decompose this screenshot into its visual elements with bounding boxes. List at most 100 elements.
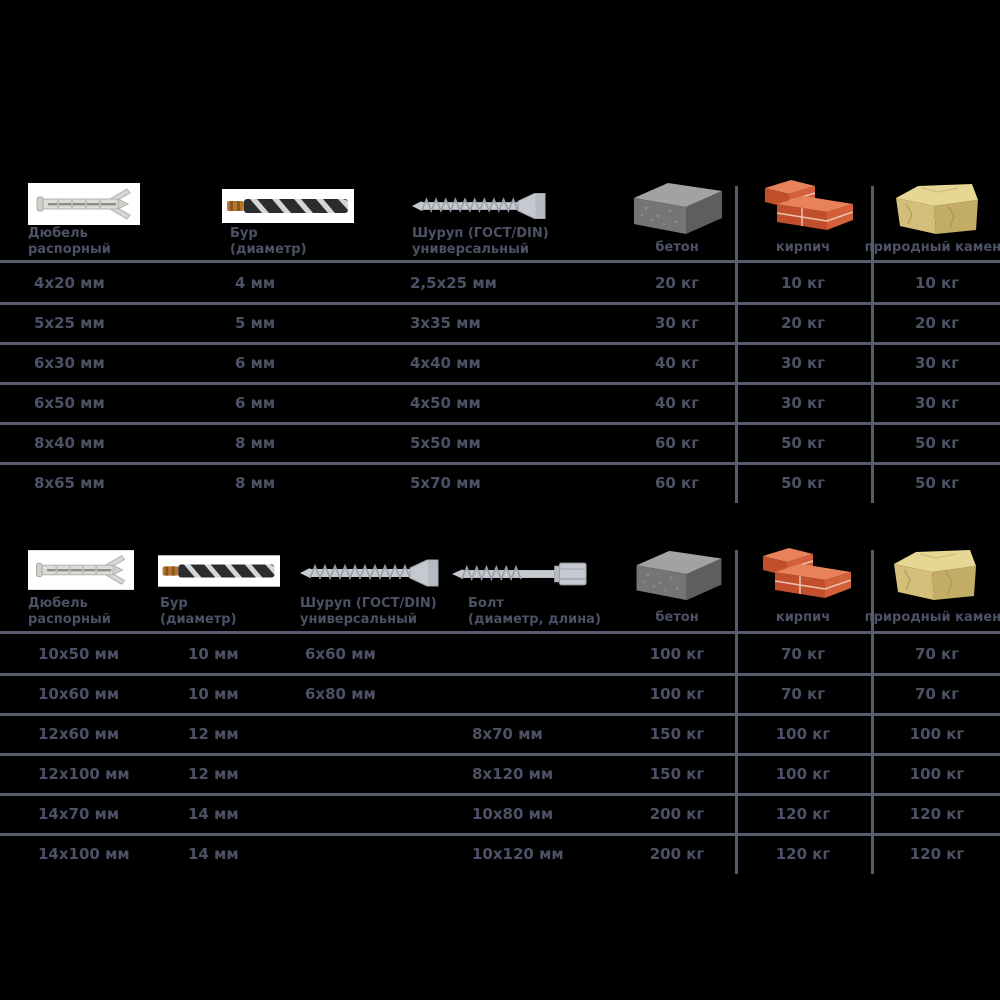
screw-size-value: 5x50 мм — [410, 434, 481, 452]
brick-load-value: 120 кг — [775, 845, 831, 863]
drill-diameter-value: 5 мм — [235, 314, 276, 332]
dowel-size-value: 10x60 мм — [38, 685, 120, 703]
concrete-load-value: 30 кг — [654, 314, 700, 332]
row-divider — [0, 302, 1000, 305]
concrete-load-value: 60 кг — [654, 434, 700, 452]
label-line: (диаметр, длина) — [468, 612, 601, 627]
label-line: распорный — [28, 242, 111, 257]
screw-icon — [412, 191, 547, 225]
table-row: 6x50 мм 6 мм 4x50 мм 40 кг 30 кг 30 кг — [0, 383, 1000, 423]
stone-load-value: 120 кг — [909, 805, 965, 823]
brick-load-value: 50 кг — [780, 434, 826, 452]
stone-load-value: 20 кг — [914, 314, 960, 332]
drill-diameter-value: 4 мм — [235, 274, 276, 292]
dowel-size-value: 12x60 мм — [38, 725, 120, 743]
table-row: 5x25 мм 5 мм 3x35 мм 30 кг 20 кг 20 кг — [0, 303, 1000, 343]
stone-load-value: 50 кг — [914, 474, 960, 492]
dowel-column-label: Дюбель распорный — [28, 226, 111, 258]
screw-size-value: 3x35 мм — [410, 314, 481, 332]
brick-load-value: 30 кг — [780, 354, 826, 372]
table-row: 14x70 мм 14 мм 10x80 мм 200 кг 120 кг 12… — [0, 794, 1000, 834]
brick-load-value: 70 кг — [780, 645, 826, 663]
row-divider — [0, 462, 1000, 465]
label-line: (диаметр) — [230, 242, 307, 257]
concrete-block-icon — [630, 178, 726, 240]
drill-column-label: Бур (диаметр) — [160, 596, 237, 628]
dowel-icon — [28, 183, 140, 229]
row-divider — [0, 631, 1000, 634]
table-row: 10x60 мм 10 мм 6x80 мм 100 кг 70 кг 70 к… — [0, 674, 1000, 714]
dowel-size-value: 5x25 мм — [34, 314, 105, 332]
stone-column-label: природный камень — [864, 240, 1000, 255]
table-row: 12x60 мм 12 мм 8x70 мм 150 кг 100 кг 100… — [0, 714, 1000, 754]
stone-icon — [890, 546, 980, 606]
brick-icon — [755, 546, 851, 608]
drill-diameter-value: 10 мм — [188, 685, 239, 703]
table-row: 10x50 мм 10 мм 6x60 мм 100 кг 70 кг 70 к… — [0, 634, 1000, 674]
dowel-icon — [28, 548, 134, 596]
bolt-size-value: 8x70 мм — [472, 725, 543, 743]
stone-load-value: 100 кг — [909, 765, 965, 783]
lag-bolt-icon — [452, 560, 590, 592]
stone-load-value: 120 кг — [909, 845, 965, 863]
brick-column-label: кирпич — [775, 610, 831, 625]
dowel-size-value: 14x100 мм — [38, 845, 130, 863]
dowel-size-value: 6x30 мм — [34, 354, 105, 372]
stone-load-value: 70 кг — [914, 645, 960, 663]
screw-size-value: 6x80 мм — [305, 685, 376, 703]
label-line: (диаметр) — [160, 612, 237, 627]
label-line: Болт — [468, 596, 504, 611]
concrete-load-value: 200 кг — [649, 845, 705, 863]
drill-diameter-value: 14 мм — [188, 805, 239, 823]
dowel-column-label: Дюбель распорный — [28, 596, 111, 628]
label-line: универсальный — [412, 242, 529, 257]
column-divider — [735, 550, 738, 874]
drill-diameter-value: 6 мм — [235, 394, 276, 412]
label-line: Дюбель — [28, 596, 88, 611]
screw-size-value: 2,5x25 мм — [410, 274, 497, 292]
row-divider — [0, 713, 1000, 716]
brick-load-value: 10 кг — [780, 274, 826, 292]
screw-column-label: Шуруп (ГОСТ/DIN) универсальный — [300, 596, 437, 628]
label-line: Шуруп (ГОСТ/DIN) — [412, 226, 549, 241]
screw-size-value: 4x50 мм — [410, 394, 481, 412]
drill-bit-icon — [158, 555, 280, 591]
drill-diameter-value: 10 мм — [188, 645, 239, 663]
concrete-block-icon — [632, 546, 726, 606]
dowel-size-value: 8x65 мм — [34, 474, 105, 492]
table-row: 6x30 мм 6 мм 4x40 мм 40 кг 30 кг 30 кг — [0, 343, 1000, 383]
bolt-column-label: Болт (диаметр, длина) — [468, 596, 601, 628]
brick-load-value: 70 кг — [780, 685, 826, 703]
concrete-load-value: 40 кг — [654, 394, 700, 412]
row-divider — [0, 793, 1000, 796]
label-line: Шуруп (ГОСТ/DIN) — [300, 596, 437, 611]
column-divider — [871, 550, 874, 874]
label-line: Бур — [160, 596, 188, 611]
drill-diameter-value: 8 мм — [235, 434, 276, 452]
row-divider — [0, 422, 1000, 425]
concrete-load-value: 200 кг — [649, 805, 705, 823]
drill-diameter-value: 12 мм — [188, 725, 239, 743]
stone-icon — [892, 180, 982, 240]
row-divider — [0, 673, 1000, 676]
screw-size-value: 4x40 мм — [410, 354, 481, 372]
stone-load-value: 30 кг — [914, 394, 960, 412]
label-line: распорный — [28, 612, 111, 627]
concrete-column-label: бетон — [655, 610, 699, 625]
label-line: универсальный — [300, 612, 417, 627]
drill-diameter-value: 8 мм — [235, 474, 276, 492]
concrete-load-value: 100 кг — [649, 645, 705, 663]
row-divider — [0, 260, 1000, 263]
row-divider — [0, 382, 1000, 385]
brick-icon — [757, 178, 853, 240]
dowel-size-value: 4x20 мм — [34, 274, 105, 292]
stone-load-value: 100 кг — [909, 725, 965, 743]
brick-load-value: 30 кг — [780, 394, 826, 412]
drill-diameter-value: 14 мм — [188, 845, 239, 863]
table-row: 4x20 мм 4 мм 2,5x25 мм 20 кг 10 кг 10 кг — [0, 263, 1000, 303]
table-row: 8x40 мм 8 мм 5x50 мм 60 кг 50 кг 50 кг — [0, 423, 1000, 463]
stone-load-value: 30 кг — [914, 354, 960, 372]
concrete-load-value: 150 кг — [649, 765, 705, 783]
brick-column-label: кирпич — [775, 240, 831, 255]
